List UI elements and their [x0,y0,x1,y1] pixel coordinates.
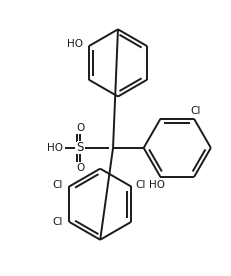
Text: Cl: Cl [52,181,62,190]
Text: HO: HO [67,39,83,49]
Text: HO: HO [46,143,62,153]
Text: O: O [76,163,84,173]
Text: Cl: Cl [135,181,146,190]
Text: S: S [76,141,84,154]
Text: Cl: Cl [190,106,200,116]
Text: O: O [76,123,84,133]
Text: Cl: Cl [52,217,62,227]
Text: HO: HO [148,180,164,190]
